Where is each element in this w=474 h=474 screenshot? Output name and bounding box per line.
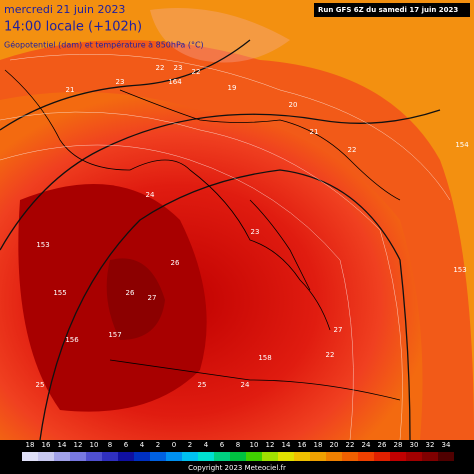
scale-swatch [342,452,358,461]
scale-swatch [54,452,70,461]
cool-patch [150,8,290,63]
map-label: 26 [126,289,135,297]
scale-swatch [102,452,118,461]
map-label: 25 [198,381,207,389]
date: mercredi 21 juin 2023 [4,3,125,16]
scale-swatch [406,452,422,461]
map-label: 22 [156,64,165,72]
scale-swatch [134,452,150,461]
scale-label: 10 [250,441,259,449]
scale-label: 10 [90,441,99,449]
scale-label: 6 [124,441,129,449]
scale-label: 4 [204,441,209,449]
map-label: 23 [251,228,260,236]
scale-label: 30 [410,441,419,449]
map-label: 21 [310,128,319,136]
scale-label: 22 [346,441,355,449]
map-label: 27 [334,326,343,334]
map-label: 153 [36,241,49,249]
scale-swatch [118,452,134,461]
map-label: 154 [455,141,469,149]
coastlines [4,69,401,401]
scale-label: 12 [74,441,83,449]
scale-label: 14 [282,441,291,449]
map-label: 27 [148,294,157,302]
scale-swatch [166,452,182,461]
valid-time: 14:00 locale (+102h) [4,20,142,35]
scale-swatch [422,452,438,461]
scale-label: 2 [188,441,192,449]
scale-label: 16 [42,441,51,449]
map-label: 156 [65,336,79,344]
scale-label: 34 [442,441,451,449]
scale-label: 16 [298,441,307,449]
scale-swatch [70,452,86,461]
map-label: 24 [146,191,155,199]
field-description: Géopotentiel (dam) et température à 850h… [4,40,204,50]
scale-swatch [358,452,374,461]
scale-label: 28 [394,441,403,449]
scale-label: 20 [330,441,339,449]
map-label: 22 [192,68,201,76]
scale-swatch [150,452,166,461]
run-box [314,3,470,17]
scale-swatch [390,452,406,461]
map-label: 20 [289,101,298,109]
isotherms [0,54,451,441]
scale-swatch [262,452,278,461]
scale-swatch [182,452,198,461]
scale-swatch [198,452,214,461]
scale-label: 8 [108,441,112,449]
scale-label: 2 [156,441,160,449]
map-label: 25 [36,381,45,389]
map-label: 22 [326,351,335,359]
isohypses [0,39,441,441]
scale-label: 8 [236,441,240,449]
map-label: 19 [228,84,237,92]
scale-swatch [438,452,454,461]
map-label: 23 [116,78,125,86]
scale-swatch [230,452,246,461]
map-label: 158 [258,354,271,362]
scale-label: 14 [58,441,67,449]
scale-label: 26 [378,441,387,449]
map-label: 157 [108,331,121,339]
scale-swatch [86,452,102,461]
map-label: 24 [241,381,250,389]
map-label: 155 [53,289,66,297]
scale-swatch [374,452,390,461]
scale-swatch [38,452,54,461]
scale-label: 12 [266,441,275,449]
scale-swatch [214,452,230,461]
map-label: 153 [453,266,466,274]
scale-swatch [22,452,38,461]
scale-label: 0 [172,441,176,449]
scale-swatch [246,452,262,461]
scale-swatch [278,452,294,461]
map-label: 23 [174,64,183,72]
scale-label: 32 [426,441,435,449]
scale-label: 24 [362,441,371,449]
map-label: 21 [66,86,75,94]
scale-swatch [326,452,342,461]
scale-label: 18 [26,441,35,449]
scale-label: 4 [140,441,145,449]
map-label: 22 [348,146,357,154]
scale-swatch [294,452,310,461]
scale-swatch [310,452,326,461]
run-info: Run GFS 6Z du samedi 17 juin 2023 [318,6,458,14]
hottest-zone [106,258,165,340]
copyright: Copyright 2023 Meteociel.fr [188,464,286,472]
scale-label: 18 [314,441,323,449]
scale-label: 6 [220,441,225,449]
map-label: 26 [171,259,180,267]
map-label: 164 [168,78,182,86]
